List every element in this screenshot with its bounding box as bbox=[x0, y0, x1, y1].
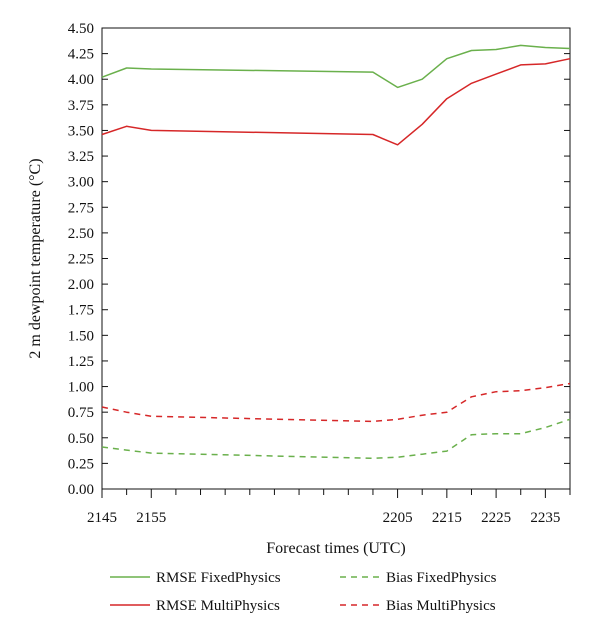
y-tick-label: 1.75 bbox=[68, 303, 94, 319]
series-line-bias-fixedphysics bbox=[101, 418, 571, 460]
x-tick-label: 2155 bbox=[136, 510, 166, 526]
legend-label: RMSE FixedPhysics bbox=[156, 570, 281, 586]
y-tick-label: 2.75 bbox=[68, 200, 94, 216]
y-tick-label: 1.50 bbox=[68, 328, 94, 344]
y-tick-label: 2.50 bbox=[68, 226, 94, 242]
legend-label: Bias FixedPhysics bbox=[386, 570, 497, 586]
series-line-bias-multiphysics bbox=[101, 382, 571, 423]
y-tick-label: 2.25 bbox=[68, 252, 94, 268]
y-tick-label: 1.00 bbox=[68, 380, 94, 396]
x-tick-label: 2205 bbox=[383, 510, 413, 526]
y-tick-label: 1.25 bbox=[68, 354, 94, 370]
plot-area: 0.00 0.25 0.50 0.75 1.00 1.25 1.50 1.75 2.00 2.25… bbox=[68, 21, 571, 526]
y-tick-label: 0.00 bbox=[68, 482, 94, 498]
y-tick-label: 3.25 bbox=[68, 149, 94, 165]
series-line-rmse-fixedphysics bbox=[101, 44, 571, 89]
y-tick-label: 4.50 bbox=[68, 21, 94, 37]
y-tick-label: 0.75 bbox=[68, 405, 94, 421]
y-tick-label: 0.25 bbox=[68, 456, 94, 472]
y-tick-label: 0.50 bbox=[68, 431, 94, 447]
x-tick-label: 2225 bbox=[481, 510, 511, 526]
y-tick-label: 2.00 bbox=[68, 277, 94, 293]
x-tick-label: 2145 bbox=[87, 510, 117, 526]
y-tick-label: 3.00 bbox=[68, 175, 94, 191]
x-axis-title: Forecast times (UTC) bbox=[266, 540, 406, 557]
legend-label: RMSE MultiPhysics bbox=[156, 598, 280, 614]
legend: RMSE FixedPhysics RMSE MultiPhysics Bias F… bbox=[110, 570, 497, 614]
x-tick-label: 2215 bbox=[432, 510, 462, 526]
y-tick-label: 3.75 bbox=[68, 98, 94, 114]
y-tick-label: 4.25 bbox=[68, 47, 94, 63]
series-line-rmse-multiphysics bbox=[101, 57, 571, 146]
y-axis-title: 2 m dewpoint temperature (°C) bbox=[27, 158, 44, 358]
x-tick-label: 2235 bbox=[530, 510, 560, 526]
y-tick-label: 4.00 bbox=[68, 72, 94, 88]
y-tick-label: 3.50 bbox=[68, 123, 94, 139]
legend-label: Bias MultiPhysics bbox=[386, 598, 496, 614]
